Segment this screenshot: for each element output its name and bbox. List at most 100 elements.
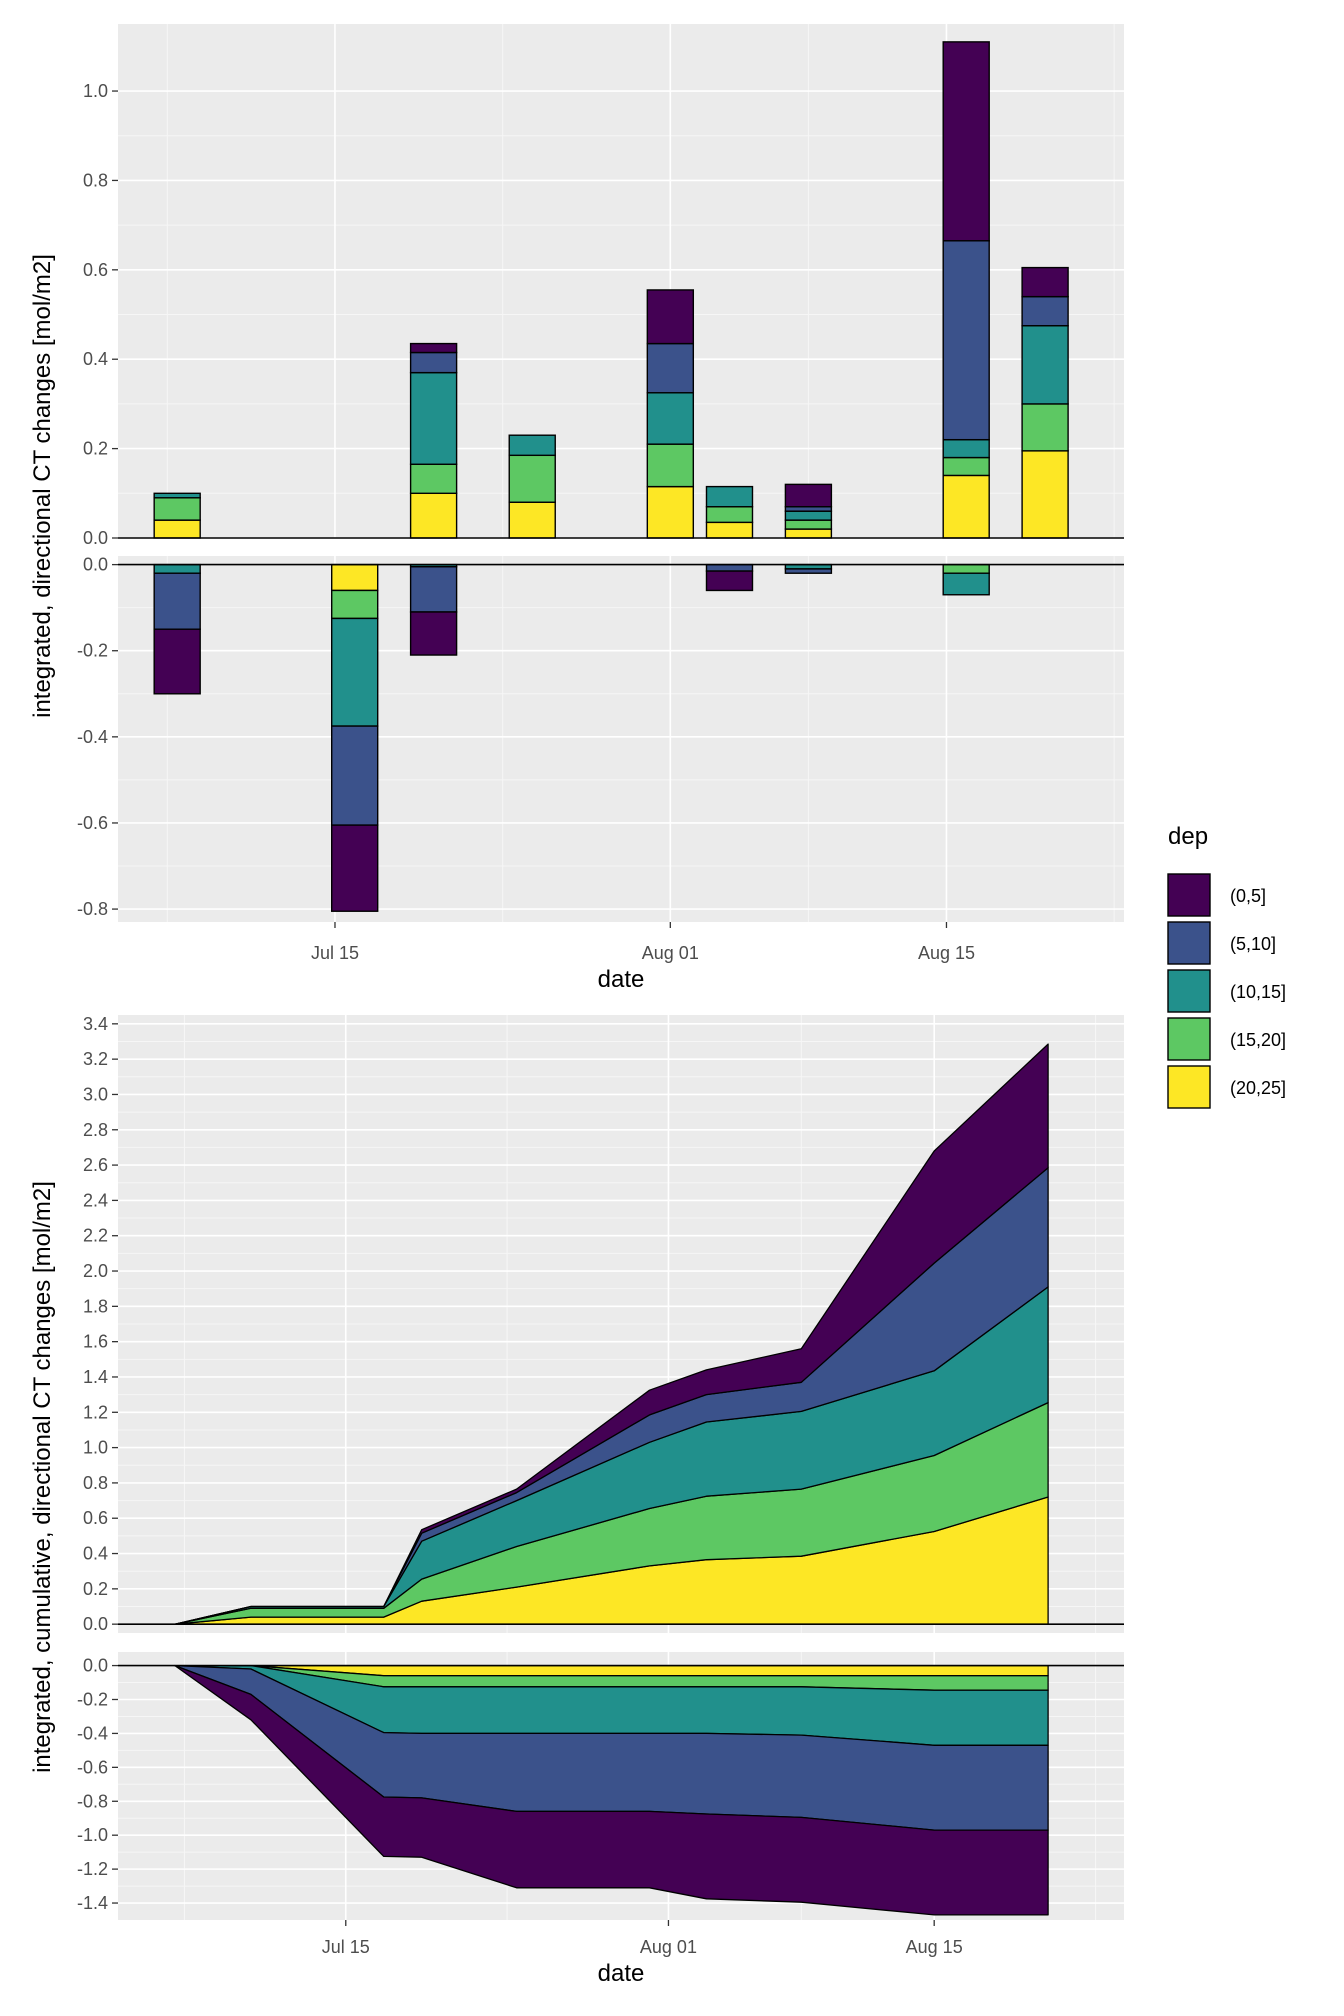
chart1-negative-y-tick-label: 0.0	[83, 555, 108, 575]
bar-segment	[784, 519, 833, 530]
legend-item: (15,20]	[1167, 1017, 1286, 1061]
bar-segment	[705, 570, 754, 592]
bar-segment	[153, 519, 201, 539]
chart2-negative-y-tick-label: -1.4	[77, 1893, 108, 1913]
chart2-positive-y-tick-label: 1.2	[83, 1402, 108, 1422]
bar-segment	[331, 563, 379, 592]
bar-segment	[153, 497, 201, 521]
bar-segment	[942, 41, 990, 242]
chart2-x-tick-label: Aug 15	[906, 1937, 963, 1957]
chart2-positive-y-tick-label: 2.2	[83, 1226, 108, 1246]
chart2-positive-y-tick-label: 0.0	[83, 1614, 108, 1634]
bar-segment	[784, 568, 833, 574]
bar-segment	[331, 725, 379, 826]
bar-segment	[409, 463, 458, 495]
legend-item: (0,5]	[1167, 873, 1266, 917]
legend-label: (20,25]	[1230, 1078, 1286, 1098]
legend-swatch	[1167, 1065, 1211, 1109]
bar-segment	[409, 611, 458, 656]
legend-label: (5,10]	[1230, 934, 1276, 954]
chart1-positive-y-tick-label: 0.8	[83, 170, 108, 190]
chart2-negative-y-tick-label: -1.0	[77, 1825, 108, 1845]
chart1-positive-y-tick-label: 0.4	[83, 349, 108, 369]
bar-segment	[508, 434, 556, 457]
chart2-positive-y-tick-label: 0.2	[83, 1579, 108, 1599]
chart2-positive-y-tick-label: 0.8	[83, 1473, 108, 1493]
chart2-positive-y-tick-label: 2.6	[83, 1155, 108, 1175]
bar-segment	[153, 572, 201, 630]
bar-segment	[1021, 295, 1069, 327]
bar-segment	[1021, 403, 1069, 452]
bar-segment	[705, 506, 754, 524]
chart1-x-tick-label: Jul 15	[311, 943, 359, 963]
chart2-positive-y-tick-label: 2.0	[83, 1261, 108, 1281]
chart2-negative-y-tick-label: -0.4	[77, 1723, 108, 1743]
chart2-positive-y-tick-label: 2.8	[83, 1120, 108, 1140]
chart2-xlabel: date	[598, 1960, 645, 1987]
bar-segment	[942, 572, 990, 596]
legend-swatch	[1167, 969, 1211, 1013]
chart1-negative-y-tick-label: -0.4	[77, 727, 108, 747]
chart2-positive-y-tick-label: 3.4	[83, 1014, 108, 1034]
bar-segment	[153, 492, 201, 499]
chart1-positive-y-tick-label: 1.0	[83, 81, 108, 101]
chart2-negative-y-tick-label: -1.2	[77, 1859, 108, 1879]
bar-segment	[784, 483, 833, 508]
bar-segment	[1021, 450, 1069, 539]
legend-item: (10,15]	[1167, 969, 1286, 1013]
legend-label: (0,5]	[1230, 886, 1266, 906]
chart2-ylabel: integrated, cumulative, directional CT c…	[29, 1181, 56, 1773]
legend-label: (15,20]	[1230, 1030, 1286, 1050]
chart1-negative-panel-background	[118, 556, 1124, 922]
chart1-negative-y-tick-label: -0.8	[77, 899, 108, 919]
bar-segment	[409, 566, 458, 613]
bar-segment	[153, 563, 201, 574]
bar-segment	[331, 617, 379, 727]
legend-swatch	[1167, 1017, 1211, 1061]
chart1-positive-y-tick-label: 0.6	[83, 260, 108, 280]
legend-swatch	[1167, 921, 1211, 965]
legend-keys: (0,5] (5,10] (10,15] (15,20] (20,25]	[1167, 873, 1286, 1109]
bar-segment	[942, 240, 990, 441]
bar-segment	[646, 289, 695, 345]
bar-segment	[409, 342, 458, 354]
bar-segment	[942, 474, 990, 539]
bar-segment	[705, 521, 754, 539]
chart2-positive-y-tick-label: 3.2	[83, 1049, 108, 1069]
area-band	[174, 1664, 1049, 1916]
bar-segment	[646, 485, 695, 539]
chart2-negative-y-tick-label: -0.8	[77, 1791, 108, 1811]
bar-segment	[409, 371, 458, 465]
chart2-negative-y-tick-label: 0.0	[83, 1656, 108, 1676]
chart2-negative-y-tick-label: -0.2	[77, 1689, 108, 1709]
bar-segment	[1021, 266, 1069, 298]
chart2-positive-y-tick-label: 1.0	[83, 1438, 108, 1458]
chart1-positive-y-tick-label: 0.2	[83, 439, 108, 459]
bar-segment	[331, 824, 379, 912]
chart2-negative-y-tick-label: -0.6	[77, 1757, 108, 1777]
legend: dep (0,5] (5,10] (10,15] (15,20] (20,25]	[1167, 823, 1286, 1109]
bar-segment	[942, 438, 990, 459]
legend-swatch	[1167, 873, 1211, 917]
bar-segment	[784, 510, 833, 521]
chart2-positive-y-tick-label: 0.6	[83, 1508, 108, 1528]
chart2-positive-y-tick-label: 3.0	[83, 1084, 108, 1104]
bar-segment	[409, 351, 458, 374]
chart1-negative-y-tick-label: -0.6	[77, 813, 108, 833]
chart1-ylabel: integrated, directional CT changes [mol/…	[29, 254, 56, 718]
bar-segment	[409, 492, 458, 539]
chart1-xlabel: date	[598, 966, 645, 993]
bar-segment	[508, 501, 556, 539]
bar-segment	[646, 443, 695, 488]
chart1-positive-y-tick-label: 0.0	[83, 528, 108, 548]
axis-labels: integrated, directional CT changes [mol/…	[29, 254, 644, 1987]
bar-segment	[1021, 324, 1069, 405]
legend-title: dep	[1168, 823, 1208, 850]
legend-item: (5,10]	[1167, 921, 1276, 965]
legend-item: (20,25]	[1167, 1065, 1286, 1109]
bar-segment	[942, 456, 990, 477]
chart2-positive-y-tick-label: 1.8	[83, 1296, 108, 1316]
chart2-positive-y-tick-label: 0.4	[83, 1544, 108, 1564]
bar-segment	[942, 563, 990, 574]
